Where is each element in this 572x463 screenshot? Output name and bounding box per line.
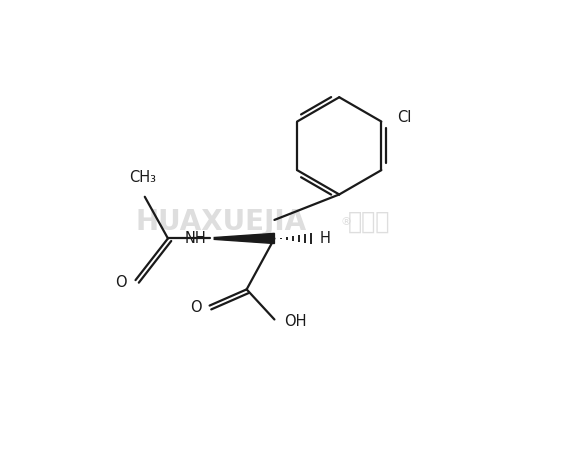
Text: CH₃: CH₃ [129, 170, 156, 185]
Text: ®: ® [341, 217, 352, 227]
Text: OH: OH [285, 314, 307, 329]
Text: O: O [190, 300, 201, 315]
Polygon shape [214, 233, 275, 244]
Text: 化学加: 化学加 [348, 210, 391, 234]
Text: O: O [116, 275, 127, 290]
Text: NH: NH [184, 231, 206, 246]
Text: HUAXUEJIA: HUAXUEJIA [136, 208, 307, 236]
Text: H: H [320, 231, 331, 246]
Text: Cl: Cl [398, 110, 412, 125]
